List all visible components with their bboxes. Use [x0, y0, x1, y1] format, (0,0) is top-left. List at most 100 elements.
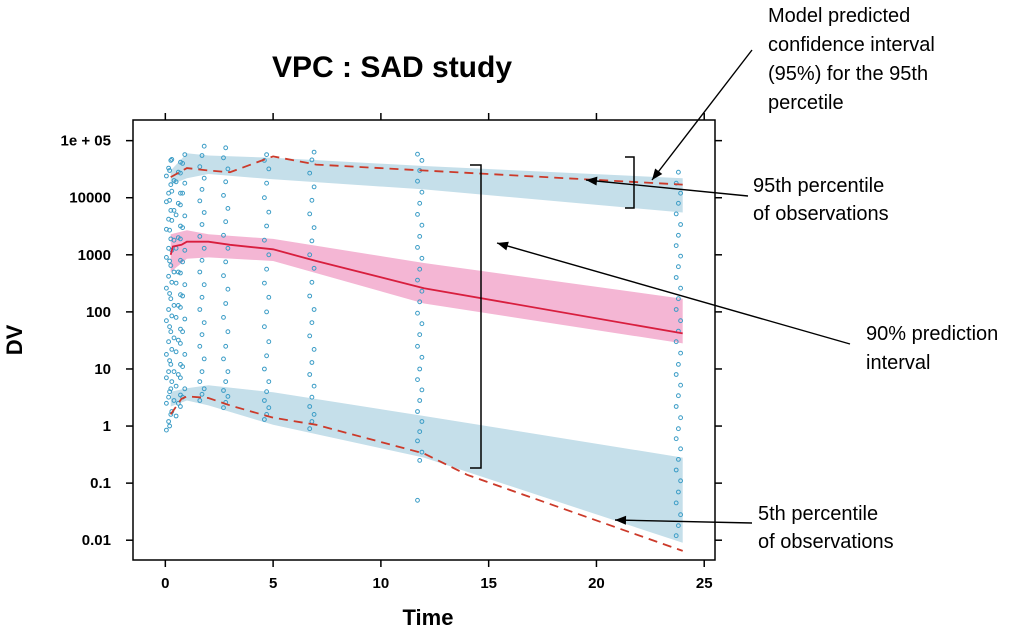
observation-point: [180, 329, 186, 335]
observation-point: [166, 394, 172, 400]
observation-point: [419, 449, 425, 455]
observation-point: [417, 234, 423, 239]
observation-point: [169, 347, 175, 352]
observation-point: [223, 179, 229, 185]
observation-point: [168, 412, 174, 417]
observation-point: [417, 332, 423, 338]
observation-point: [415, 212, 420, 217]
observation-point: [223, 301, 229, 306]
observation-point: [307, 252, 313, 258]
observation-point: [415, 438, 420, 444]
observation-point: [311, 225, 317, 231]
observation-point: [676, 489, 681, 495]
observation-point: [417, 458, 423, 463]
observation-point: [676, 296, 681, 302]
y-tick-label: 0.01: [82, 532, 111, 549]
observation-point: [166, 307, 172, 312]
annotation-line: Model predicted: [768, 5, 910, 27]
observation-point: [307, 293, 313, 299]
x-tick-label: 15: [480, 575, 497, 592]
arrow-p5obs-head: [615, 515, 627, 525]
observation-point: [311, 383, 317, 389]
y-tick-label: 1: [103, 418, 111, 435]
observation-point: [266, 209, 272, 215]
chart-title: VPC : SAD study: [272, 51, 512, 84]
observation-point: [168, 362, 174, 367]
observation-point: [673, 467, 679, 473]
observation-point: [167, 291, 173, 296]
observation-point: [171, 398, 177, 403]
observation-point: [197, 343, 203, 349]
observation-point: [673, 211, 679, 217]
arrow-ci95: [651, 49, 753, 181]
observation-point: [197, 234, 203, 239]
observation-point: [178, 236, 183, 242]
observation-point: [673, 372, 679, 377]
observation-point: [264, 223, 270, 229]
x-tick-label: 10: [373, 575, 390, 592]
observation-point: [266, 294, 272, 300]
observation-point: [167, 389, 173, 395]
observation-point: [307, 333, 313, 339]
observation-point: [676, 362, 681, 367]
observation-point: [180, 293, 186, 299]
observation-point: [676, 523, 681, 528]
annotation-pi90: 90% prediction interval: [866, 323, 998, 374]
x-tick-label: 20: [588, 575, 605, 592]
observation-point: [175, 337, 181, 343]
annotation-p5obs: 5th percentile of observations: [758, 503, 894, 553]
observation-point: [199, 153, 205, 158]
observation-point: [262, 280, 267, 286]
observation-point: [415, 245, 420, 250]
observation-point: [178, 341, 183, 346]
observation-point: [167, 423, 173, 429]
observation-point: [676, 169, 681, 175]
y-tick-label: 0.1: [90, 475, 111, 492]
observation-point: [415, 277, 420, 283]
observation-point: [180, 364, 186, 370]
observation-point: [673, 339, 679, 345]
observation-point: [262, 398, 267, 403]
observation-point: [307, 211, 313, 217]
observation-point: [225, 329, 231, 335]
observation-point: [164, 173, 169, 179]
observation-point: [166, 339, 172, 345]
x-tick-label: 25: [696, 575, 713, 592]
observation-point: [201, 175, 207, 181]
observation-point: [164, 285, 169, 291]
observation-point: [225, 394, 231, 399]
observation-point: [678, 253, 683, 259]
observation-point: [178, 202, 183, 208]
observation-point: [221, 155, 226, 161]
band-ci-95th-percentile: [170, 153, 683, 213]
observation-point: [199, 294, 205, 300]
observation-point: [182, 213, 188, 219]
observation-point: [309, 157, 315, 163]
observation-point: [201, 143, 207, 149]
y-tick-label: 10000: [69, 190, 111, 207]
observation-point: [676, 264, 681, 270]
observation-point: [223, 343, 229, 349]
observation-point: [673, 243, 679, 249]
arrow-pi90: [496, 242, 851, 345]
y-axis-title: DV: [2, 324, 27, 355]
observation-point: [419, 189, 425, 195]
observation-point: [673, 404, 679, 409]
observation-point: [171, 237, 177, 243]
observation-point: [164, 318, 169, 324]
observation-point: [199, 257, 205, 263]
arrow-pi90-head: [497, 241, 509, 251]
observation-point: [225, 286, 231, 292]
observation-point: [167, 168, 173, 173]
observation-point: [221, 405, 226, 411]
percentile-lines: [169, 155, 683, 552]
observation-point: [678, 478, 683, 484]
observation-point: [197, 164, 203, 170]
observation-point: [178, 404, 183, 409]
observation-point: [169, 188, 175, 194]
observation-point: [417, 266, 423, 272]
observation-point: [173, 280, 179, 286]
observation-point: [169, 157, 175, 162]
observation-point: [309, 197, 315, 203]
annotation-line: 95th percentile: [753, 175, 884, 197]
